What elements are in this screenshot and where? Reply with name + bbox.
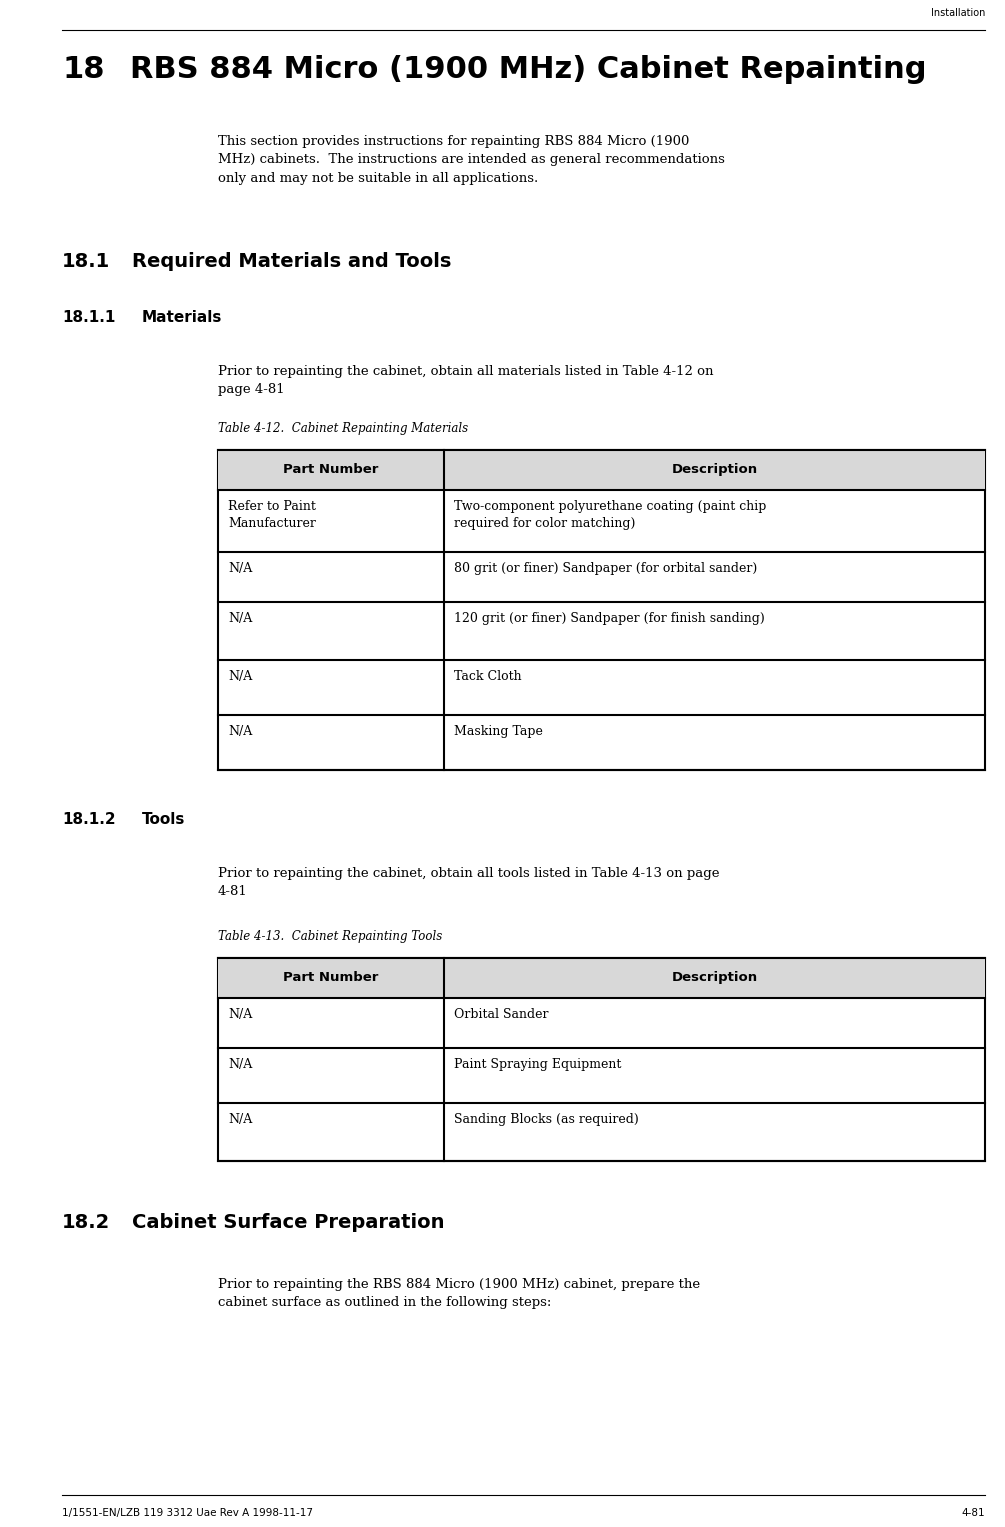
Text: N/A: N/A (228, 612, 252, 625)
Text: N/A: N/A (228, 1113, 252, 1125)
Text: N/A: N/A (228, 725, 252, 738)
Text: 80 grit (or finer) Sandpaper (for orbital sander): 80 grit (or finer) Sandpaper (for orbita… (454, 562, 758, 576)
Text: RBS 884 Micro (1900 MHz) Cabinet Repainting: RBS 884 Micro (1900 MHz) Cabinet Repaint… (130, 55, 927, 84)
Text: 18.1.2: 18.1.2 (62, 812, 116, 828)
Text: Required Materials and Tools: Required Materials and Tools (132, 252, 451, 270)
Text: 18.1: 18.1 (62, 252, 111, 270)
Text: 1/1551-EN/LZB 119 3312 Uae Rev A 1998-11-17: 1/1551-EN/LZB 119 3312 Uae Rev A 1998-11… (62, 1509, 313, 1518)
Text: N/A: N/A (228, 1008, 252, 1022)
Text: N/A: N/A (228, 1058, 252, 1070)
Text: Prior to repainting the RBS 884 Micro (1900 MHz) cabinet, prepare the
cabinet su: Prior to repainting the RBS 884 Micro (1… (218, 1278, 700, 1310)
Text: Two-component polyurethane coating (paint chip
required for color matching): Two-component polyurethane coating (pain… (454, 499, 767, 530)
Text: Refer to Paint
Manufacturer: Refer to Paint Manufacturer (228, 499, 316, 530)
Text: Sanding Blocks (as required): Sanding Blocks (as required) (454, 1113, 639, 1125)
Text: Tack Cloth: Tack Cloth (454, 670, 522, 683)
Text: Description: Description (671, 971, 758, 985)
Text: Tools: Tools (142, 812, 185, 828)
Text: Prior to repainting the cabinet, obtain all materials listed in Table 4-12 on
pa: Prior to repainting the cabinet, obtain … (218, 365, 714, 397)
Bar (218, 957, 985, 1161)
Text: 18.2: 18.2 (62, 1212, 111, 1232)
Text: Paint Spraying Equipment: Paint Spraying Equipment (454, 1058, 622, 1070)
Text: Cabinet Surface Preparation: Cabinet Surface Preparation (132, 1212, 444, 1232)
Text: Installation: Installation (931, 8, 985, 18)
Text: Prior to repainting the cabinet, obtain all tools listed in Table 4-13 on page
4: Prior to repainting the cabinet, obtain … (218, 867, 720, 898)
Bar (218, 450, 985, 490)
Bar (218, 957, 985, 999)
Text: 120 grit (or finer) Sandpaper (for finish sanding): 120 grit (or finer) Sandpaper (for finis… (454, 612, 765, 625)
Text: Materials: Materials (142, 310, 222, 325)
Text: Masking Tape: Masking Tape (454, 725, 543, 738)
Text: N/A: N/A (228, 670, 252, 683)
Text: Table 4-12.  Cabinet Repainting Materials: Table 4-12. Cabinet Repainting Materials (218, 421, 468, 435)
Text: N/A: N/A (228, 562, 252, 576)
Text: Part Number: Part Number (283, 971, 379, 985)
Text: Part Number: Part Number (283, 464, 379, 476)
Bar (218, 450, 985, 770)
Text: Orbital Sander: Orbital Sander (454, 1008, 549, 1022)
Text: 18: 18 (62, 55, 105, 84)
Text: Table 4-13.  Cabinet Repainting Tools: Table 4-13. Cabinet Repainting Tools (218, 930, 442, 944)
Text: Description: Description (671, 464, 758, 476)
Text: 18.1.1: 18.1.1 (62, 310, 116, 325)
Text: This section provides instructions for repainting RBS 884 Micro (1900
MHz) cabin: This section provides instructions for r… (218, 134, 725, 185)
Text: 4-81: 4-81 (962, 1509, 985, 1518)
